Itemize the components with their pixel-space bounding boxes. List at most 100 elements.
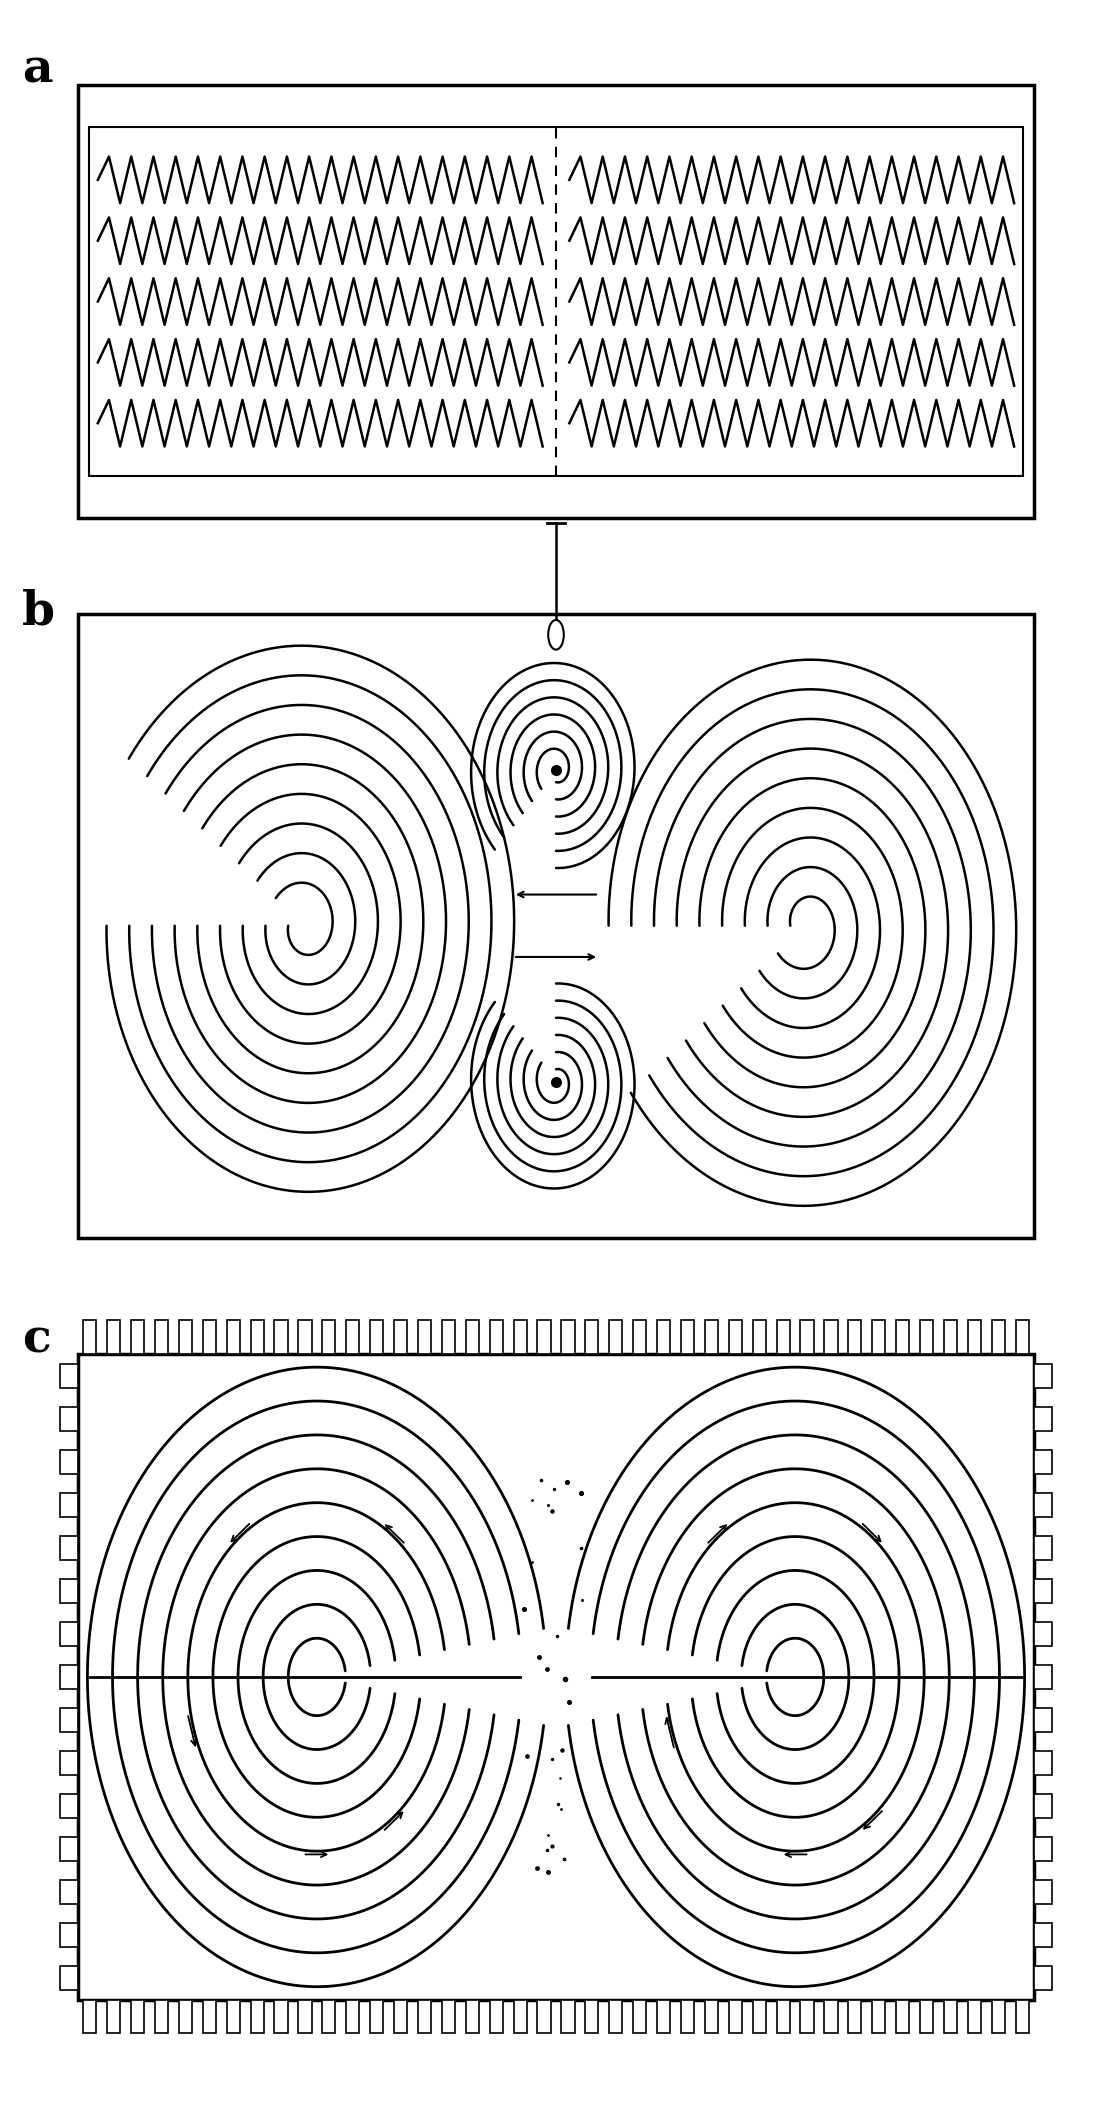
Bar [131, 2000, 145, 2033]
Bar [896, 2000, 910, 2033]
Bar [585, 2000, 598, 2033]
Bar [824, 1320, 837, 1354]
Bar [801, 2000, 814, 2033]
Bar [585, 1320, 598, 1354]
Bar [776, 1320, 790, 1354]
Bar [275, 1320, 288, 1354]
Bar [466, 1320, 479, 1354]
Bar [967, 2000, 981, 2033]
Bar [848, 2000, 862, 2033]
Bar [202, 2000, 216, 2033]
Bar [633, 2000, 646, 2033]
Bar [179, 2000, 192, 2033]
Bar [1034, 1881, 1052, 1904]
Bar [346, 2000, 359, 2033]
Bar [681, 1320, 694, 1354]
Bar [107, 2000, 120, 2033]
Bar [250, 1320, 264, 1354]
Bar [1034, 1923, 1052, 1947]
Bar [418, 2000, 431, 2033]
Bar [967, 1320, 981, 1354]
Bar [1034, 1623, 1052, 1646]
Bar [514, 1320, 527, 1354]
Bar [896, 1320, 910, 1354]
Bar [60, 1449, 78, 1473]
Bar [83, 1320, 97, 1354]
Bar [489, 2000, 503, 2033]
Bar [346, 1320, 359, 1354]
Bar [753, 2000, 766, 2033]
Bar [60, 1623, 78, 1646]
Bar [562, 1320, 575, 1354]
Bar [1034, 1966, 1052, 1989]
Bar [441, 2000, 455, 2033]
Bar [60, 1752, 78, 1775]
Bar [1034, 1665, 1052, 1689]
Bar [537, 1320, 550, 1354]
Bar [394, 2000, 407, 2033]
Bar [681, 2000, 694, 2033]
Bar [872, 2000, 885, 2033]
Bar [1034, 1407, 1052, 1430]
Bar [78, 614, 1034, 1238]
Bar [1034, 1536, 1052, 1559]
Bar [1034, 1708, 1052, 1731]
Bar [60, 1708, 78, 1731]
Bar [1034, 1494, 1052, 1517]
Bar [322, 1320, 336, 1354]
Bar [83, 2000, 97, 2033]
Bar [418, 1320, 431, 1354]
Bar [89, 127, 1023, 476]
Bar [1034, 1449, 1052, 1473]
Bar [370, 1320, 384, 1354]
Bar [466, 2000, 479, 2033]
Text: b: b [22, 588, 56, 635]
Bar [298, 2000, 311, 2033]
Bar [60, 1837, 78, 1860]
Bar [657, 2000, 671, 2033]
Bar [944, 2000, 957, 2033]
Bar [705, 1320, 718, 1354]
Bar [753, 1320, 766, 1354]
Bar [776, 2000, 790, 2033]
Bar [944, 1320, 957, 1354]
Bar [60, 1536, 78, 1559]
Bar [824, 2000, 837, 2033]
Bar [60, 1407, 78, 1430]
Bar [1034, 1752, 1052, 1775]
Bar [275, 2000, 288, 2033]
Bar [60, 1665, 78, 1689]
Bar [537, 2000, 550, 2033]
Bar [131, 1320, 145, 1354]
Circle shape [548, 620, 564, 650]
Bar [992, 2000, 1005, 2033]
Bar [60, 1579, 78, 1602]
Bar [801, 1320, 814, 1354]
Bar [78, 85, 1034, 518]
Bar [872, 1320, 885, 1354]
Bar [60, 1365, 78, 1388]
Bar [250, 2000, 264, 2033]
Text: c: c [22, 1316, 51, 1363]
Bar [1034, 1794, 1052, 1818]
Bar [394, 1320, 407, 1354]
Bar [1034, 1837, 1052, 1860]
Bar [155, 2000, 168, 2033]
Bar [1034, 1579, 1052, 1602]
Bar [370, 2000, 384, 2033]
Bar [60, 1494, 78, 1517]
Bar [920, 1320, 933, 1354]
Bar [107, 1320, 120, 1354]
Bar [1015, 2000, 1029, 2033]
Bar [441, 1320, 455, 1354]
Bar [60, 1794, 78, 1818]
Bar [298, 1320, 311, 1354]
Bar [633, 1320, 646, 1354]
Text: a: a [22, 47, 53, 93]
Bar [657, 1320, 671, 1354]
Bar [705, 2000, 718, 2033]
Bar [227, 2000, 240, 2033]
Bar [60, 1923, 78, 1947]
Bar [60, 1881, 78, 1904]
Bar [179, 1320, 192, 1354]
